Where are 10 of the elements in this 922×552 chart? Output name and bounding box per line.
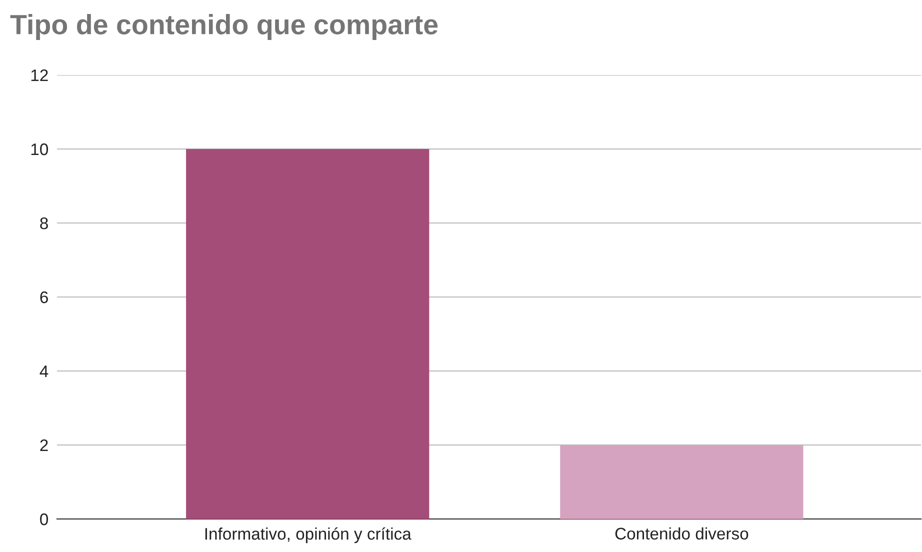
x-tick-label: Informativo, opinión y crítica [205,527,412,544]
y-tick-label: 4 [40,366,48,378]
y-tick-label: 12 [31,69,48,82]
chart-title: Tipo de contenido que comparte [10,14,438,40]
x-tick-label: Contenido diverso [615,527,748,540]
y-tick-label: 6 [40,291,48,304]
y-tick-label: 0 [40,513,48,526]
y-tick-label: 8 [40,217,48,230]
y-tick-label: 2 [40,439,48,452]
y-tick-label: 10 [31,143,48,156]
